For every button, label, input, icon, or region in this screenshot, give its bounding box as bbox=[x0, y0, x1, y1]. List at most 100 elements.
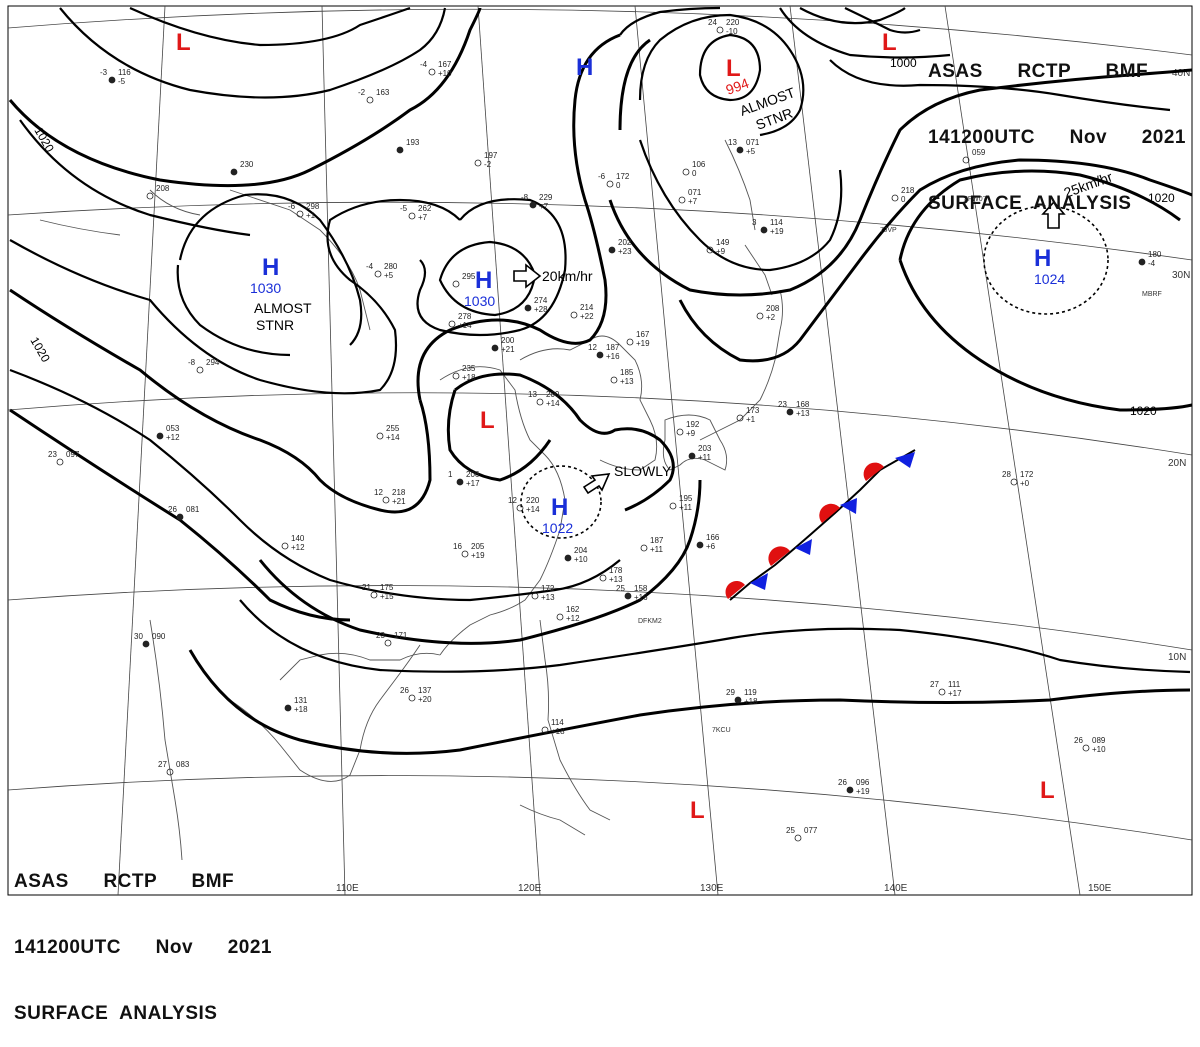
station-plot: 166+6 bbox=[696, 533, 720, 551]
station-plot: 25 077 bbox=[786, 826, 818, 842]
station-tendency: +0 bbox=[1020, 479, 1030, 488]
station-tendency: +14 bbox=[458, 321, 472, 330]
station-temperature: 23 bbox=[778, 400, 787, 409]
station-plot: 114+18 bbox=[541, 718, 565, 736]
station-circle bbox=[536, 398, 544, 406]
station-pressure: 185 bbox=[620, 368, 634, 377]
station-tendency: +13 bbox=[609, 575, 623, 584]
station-plot: 1 206+17 bbox=[448, 470, 480, 488]
station-circle bbox=[176, 513, 184, 521]
station-circle bbox=[760, 226, 768, 234]
station-tendency: +14 bbox=[386, 433, 400, 442]
station-circle bbox=[384, 639, 392, 647]
station-pressure: 278 bbox=[458, 312, 472, 321]
station-circle bbox=[736, 414, 744, 422]
station-pressure: 162 bbox=[566, 605, 580, 614]
station-tendency: +21 bbox=[501, 345, 515, 354]
station-tendency: +18 bbox=[744, 697, 758, 706]
station-circle bbox=[541, 726, 549, 734]
station-plot: 172+13 bbox=[531, 584, 555, 602]
station-plot: 149+9 bbox=[706, 238, 730, 256]
low-center-south-china: L bbox=[480, 407, 495, 434]
motion-speed-china: 20km/hr bbox=[542, 268, 593, 284]
station-pressure: 204 bbox=[574, 546, 588, 555]
station-circle bbox=[529, 201, 537, 209]
station-pressure: 229 bbox=[539, 193, 553, 202]
station-plot: 197-2 bbox=[474, 151, 498, 169]
station-circle bbox=[531, 592, 539, 600]
station-circle bbox=[230, 168, 238, 176]
station-plot: 13 200+14 bbox=[528, 390, 560, 408]
stationary-front bbox=[725, 449, 916, 601]
station-pressure: 294 bbox=[206, 358, 220, 367]
station-plot: 195+11 bbox=[669, 494, 693, 512]
station-pressure: 206 bbox=[466, 470, 480, 479]
station-circle bbox=[624, 592, 632, 600]
station-pressure: 166 bbox=[706, 533, 720, 542]
station-temperature: 16 bbox=[453, 542, 462, 551]
station-tendency: +6 bbox=[706, 542, 716, 551]
station-circle bbox=[448, 320, 456, 328]
station-circle bbox=[846, 786, 854, 794]
station-temperature: -4 bbox=[366, 262, 374, 271]
station-pressure: 106 bbox=[692, 160, 706, 169]
station-temperature: 26 bbox=[400, 686, 409, 695]
station-circle bbox=[669, 502, 677, 510]
station-plot: -4 280+5 bbox=[366, 262, 398, 280]
station-plot: 131+18 bbox=[284, 696, 308, 714]
station-plot: 200+21 bbox=[491, 336, 515, 354]
station-temperature: -4 bbox=[420, 60, 428, 69]
lat-label-30n: 30N bbox=[1172, 270, 1190, 281]
station-circle bbox=[396, 146, 404, 154]
station-circle bbox=[370, 591, 378, 599]
station-tendency: +19 bbox=[770, 227, 784, 236]
station-tendency: +21 bbox=[392, 497, 406, 506]
motion-almost-stnr-west-2: STNR bbox=[256, 317, 294, 333]
station-plot: 180-4 bbox=[1138, 250, 1162, 268]
station-circle bbox=[452, 372, 460, 380]
low-center-southeast: L bbox=[1040, 777, 1055, 804]
station-plot: 12 218+21 bbox=[374, 488, 406, 506]
station-temperature: -5 bbox=[400, 204, 408, 213]
station-tendency: 0 bbox=[616, 181, 621, 190]
station-circle bbox=[366, 96, 374, 104]
station-temperature: 27 bbox=[158, 760, 167, 769]
station-circle bbox=[676, 428, 684, 436]
low-center-hokkaido: L bbox=[726, 55, 741, 82]
station-plot: -6 298+1 bbox=[288, 202, 320, 220]
station-plot: 3 114+19 bbox=[752, 218, 784, 236]
station-plot: 12 220+14 bbox=[508, 496, 540, 514]
station-circle bbox=[452, 280, 460, 288]
station-circle bbox=[196, 366, 204, 374]
station-circle bbox=[108, 76, 116, 84]
station-tendency: +13 bbox=[620, 377, 634, 386]
station-pressure: 230 bbox=[240, 160, 254, 169]
station-plot: 23 097 bbox=[48, 450, 80, 466]
low-center-northwest: L bbox=[176, 29, 191, 56]
station-tendency: +7 bbox=[539, 202, 549, 211]
footer-line-type: SURFACE ANALYSIS bbox=[14, 1003, 218, 1024]
motion-arrow-northeast bbox=[582, 473, 611, 495]
motion-arrows bbox=[513, 200, 1066, 495]
station-circle bbox=[564, 554, 572, 562]
station-pressure: 220 bbox=[726, 18, 740, 27]
lat-label-40n: 40N bbox=[1172, 68, 1190, 79]
station-tendency: +19 bbox=[856, 787, 870, 796]
station-pressure: 178 bbox=[609, 566, 623, 575]
station-circle bbox=[516, 504, 524, 512]
station-temperature: 23 bbox=[376, 631, 385, 640]
station-pressure: 262 bbox=[418, 204, 432, 213]
station-temperature: -2 bbox=[358, 88, 366, 97]
high-center-east-china-sea: H bbox=[551, 494, 568, 521]
title-line-agency: ASAS RCTP BMF bbox=[928, 61, 1149, 82]
high-value-pacific: 1024 bbox=[1034, 271, 1065, 287]
station-plot: 29 119+18 bbox=[726, 688, 758, 706]
station-plot: 255+14 bbox=[376, 424, 400, 442]
station-temperature: 12 bbox=[374, 488, 383, 497]
station-plot: 235+18 bbox=[452, 364, 476, 382]
station-plot: 202+23 bbox=[608, 238, 632, 256]
station-plot: 23 171 bbox=[376, 631, 408, 647]
station-pressure: 208 bbox=[766, 304, 780, 313]
